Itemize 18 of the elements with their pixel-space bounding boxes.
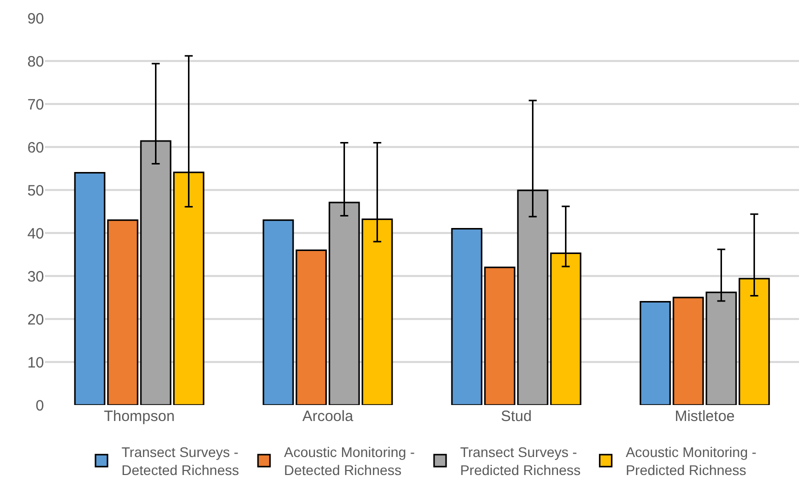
legend-label: Transect Surveys - Predicted Richness: [460, 444, 581, 478]
legend-label: Acoustic Monitoring - Predicted Richness: [626, 444, 757, 478]
y-tick-label: 0: [36, 397, 44, 414]
x-tick-label: Mistletoe: [674, 408, 735, 425]
legend-label: Acoustic Monitoring - Detected Richness: [284, 444, 416, 478]
y-tick-label: 70: [27, 96, 44, 114]
y-tick-label: 30: [27, 268, 44, 286]
y-tick-label: 50: [27, 182, 44, 200]
y-tick-label: 80: [27, 53, 44, 70]
y-tick-label: 60: [27, 139, 44, 156]
y-tick-label: 90: [27, 10, 44, 28]
x-tick-label: Thompson: [104, 408, 175, 425]
x-tick-label: Arcoola: [302, 408, 354, 425]
y-tick-label: 40: [27, 225, 44, 242]
x-tick-label: Stud: [500, 408, 532, 425]
y-tick-label: 20: [27, 311, 44, 328]
legend-label: Transect Surveys - Detected Richness: [122, 444, 240, 478]
y-tick-label: 10: [27, 354, 44, 372]
